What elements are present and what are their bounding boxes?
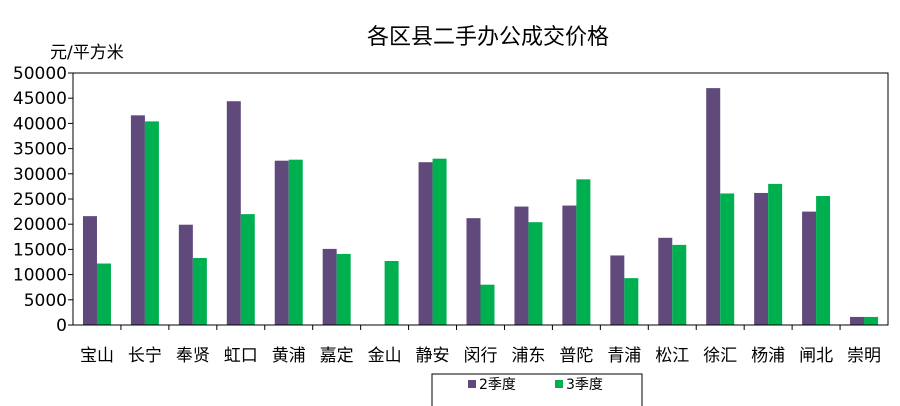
bar-q2 <box>178 224 193 325</box>
x-tick-label: 金山 <box>368 346 402 366</box>
bar-q2 <box>226 101 241 325</box>
x-tick-label: 松江 <box>655 346 689 366</box>
legend-label-q3: 3季度 <box>566 377 603 393</box>
bar-q3 <box>816 195 831 325</box>
bar-q3 <box>384 260 399 325</box>
y-tick-label: 15000 <box>13 240 67 260</box>
bar-q2 <box>514 206 529 325</box>
bar-q2 <box>658 237 673 325</box>
bars <box>82 88 879 326</box>
bar-q3 <box>672 244 687 325</box>
x-tick-label: 虹口 <box>224 346 258 366</box>
y-tick-label: 5000 <box>24 291 67 311</box>
y-tick-label: 30000 <box>13 165 67 185</box>
x-tick-label: 宝山 <box>80 346 114 366</box>
axes <box>68 72 889 330</box>
bar-q3 <box>768 183 783 325</box>
legend: 2季度 3季度 <box>431 373 643 406</box>
chart-title: 各区县二手办公成交价格 <box>367 25 609 50</box>
y-tick-label: 35000 <box>13 140 67 160</box>
bar-q3 <box>144 121 159 325</box>
bar-q3 <box>480 284 495 325</box>
x-tick-label: 静安 <box>416 346 450 366</box>
y-tick-label: 20000 <box>13 215 67 235</box>
legend-box <box>431 373 643 406</box>
y-tick-label: 0 <box>56 316 67 336</box>
bar-q2 <box>322 248 337 325</box>
bar-q2 <box>130 115 145 325</box>
y-tick-label: 45000 <box>13 89 67 109</box>
x-tick-label: 徐汇 <box>703 346 737 366</box>
x-tick-label: 奉贤 <box>176 346 210 366</box>
y-axis-tick-labels: 0 5000 10000 15000 20000 25000 30000 35000 40000… <box>13 64 67 336</box>
bar-q3 <box>432 158 447 325</box>
x-tick-label: 闸北 <box>799 346 833 366</box>
y-tick-label: 25000 <box>13 190 67 210</box>
x-tick-label: 青浦 <box>607 346 641 366</box>
bar-q3 <box>624 278 639 325</box>
x-tick-label: 崇明 <box>847 346 881 366</box>
bar-q2 <box>754 192 769 325</box>
bar-q3 <box>288 159 303 325</box>
y-tick-label: 10000 <box>13 266 67 286</box>
bar-q3 <box>96 263 111 325</box>
bar-q3 <box>720 193 735 325</box>
x-axis-tick-labels: 宝山 长宁 奉贤 虹口 黄浦 嘉定 金山 静安 闵行 浦东 普陀 青浦 松江 徐汇 杨浦 闸北 崇明 <box>80 346 881 366</box>
bar-q2 <box>466 218 481 325</box>
x-tick-label: 长宁 <box>128 346 162 366</box>
y-tick-label: 40000 <box>13 114 67 134</box>
x-tick-label: 黄浦 <box>272 346 306 366</box>
x-tick-label: 嘉定 <box>320 346 354 366</box>
bar-q3 <box>192 257 207 325</box>
legend-swatch-q2 <box>468 380 476 388</box>
bar-q2 <box>706 88 721 326</box>
bar-q2 <box>850 316 865 325</box>
bar-q3 <box>864 316 879 325</box>
x-tick-label: 浦东 <box>511 346 545 366</box>
bar-q2 <box>562 205 577 325</box>
bar-q3 <box>240 214 255 325</box>
x-tick-label: 普陀 <box>559 346 593 366</box>
bar-q3 <box>336 253 351 325</box>
bar-q2 <box>802 211 817 325</box>
bar-q2 <box>274 160 289 325</box>
bar-q3 <box>528 222 543 325</box>
bar-q2 <box>610 255 625 325</box>
legend-label-q2: 2季度 <box>479 377 516 393</box>
bar-q2 <box>82 216 97 325</box>
bar-q2 <box>418 162 433 325</box>
y-axis-unit-label: 元/平方米 <box>50 43 124 63</box>
x-tick-label: 闵行 <box>464 346 498 366</box>
bar-q3 <box>576 179 591 325</box>
x-tick-label: 杨浦 <box>751 346 785 366</box>
y-tick-label: 50000 <box>13 64 67 84</box>
legend-swatch-q3 <box>555 380 563 388</box>
